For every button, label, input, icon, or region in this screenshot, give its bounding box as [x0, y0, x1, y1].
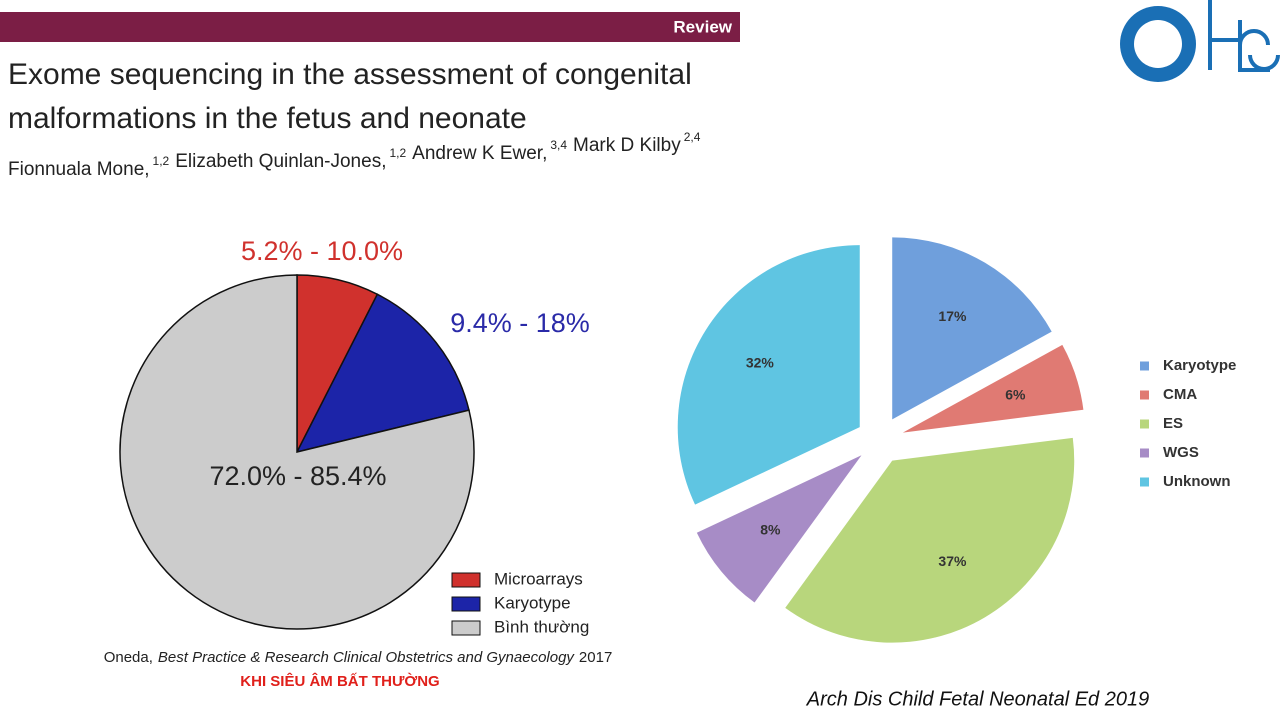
author-name: Elizabeth Quinlan-Jones,	[175, 151, 386, 172]
author-name: Andrew K Ewer,	[412, 143, 547, 164]
author-name: Mark D Kilby	[573, 135, 681, 156]
annotation: 72.0% - 85.4%	[209, 461, 386, 491]
header-tag: Review	[673, 17, 732, 36]
legend-label: Microarrays	[494, 569, 583, 588]
data-label: 17%	[938, 308, 967, 324]
legend-swatch	[451, 620, 481, 636]
logo-mark	[1208, 0, 1280, 72]
legend-swatch	[1140, 448, 1149, 458]
legend-swatch	[1140, 361, 1149, 371]
citation: Oneda, Best Practice & Research Clinical …	[104, 649, 613, 666]
title-line: Exome sequencing in the assessment of co…	[8, 58, 692, 91]
author-affil: 3,4	[550, 138, 567, 152]
legend-label: WGS	[1163, 444, 1199, 461]
authors: Fionnuala Mone, 1,2 Elizabeth Quinlan-Jone…	[8, 130, 701, 180]
legend-swatch	[451, 572, 481, 588]
data-label: 8%	[760, 521, 781, 537]
logo	[1120, 0, 1280, 82]
author-name: Fionnuala Mone,	[8, 159, 150, 180]
logo-inner	[1134, 20, 1182, 68]
data-label: 32%	[746, 354, 775, 370]
citation-author: Oneda,	[104, 649, 153, 666]
citation: Arch Dis Child Fetal Neonatal Ed 2019	[806, 688, 1149, 710]
legend-label: CMA	[1163, 386, 1197, 403]
author-affil: 2,4	[684, 130, 701, 144]
pie-slice	[119, 274, 475, 630]
annotation: 5.2% - 10.0%	[241, 236, 403, 266]
caption: KHI SIÊU ÂM BẤT THƯỜNG	[240, 672, 439, 690]
author-affil: 1,2	[389, 146, 406, 160]
annotation: 9.4% - 18%	[450, 308, 590, 338]
pie-slice	[902, 344, 1084, 433]
pie-slice	[696, 455, 862, 603]
header-bar	[0, 12, 740, 42]
legend-label: Karyotype	[494, 593, 571, 612]
title-line: malformations in the fetus and neonate	[8, 102, 527, 135]
pie-slice	[677, 245, 860, 505]
legend-label: ES	[1163, 415, 1183, 432]
pie-slice	[892, 237, 1052, 420]
author-affil: 1,2	[153, 154, 170, 168]
citation-year: 2017	[579, 649, 612, 666]
legend-swatch	[1140, 390, 1149, 400]
legend-label: Bình thường	[494, 617, 589, 636]
pie-slice	[785, 437, 1075, 643]
legend-label: Unknown	[1163, 473, 1231, 490]
data-label: 6%	[1005, 387, 1026, 403]
data-label: 37%	[938, 553, 967, 569]
legend-label: Karyotype	[1163, 357, 1236, 374]
pie-slice	[295, 293, 470, 454]
citation-journal: Best Practice & Research Clinical Obstet…	[158, 649, 576, 666]
legend-swatch	[451, 596, 481, 612]
legend-swatch	[1140, 419, 1149, 429]
legend-swatch	[1140, 477, 1149, 487]
